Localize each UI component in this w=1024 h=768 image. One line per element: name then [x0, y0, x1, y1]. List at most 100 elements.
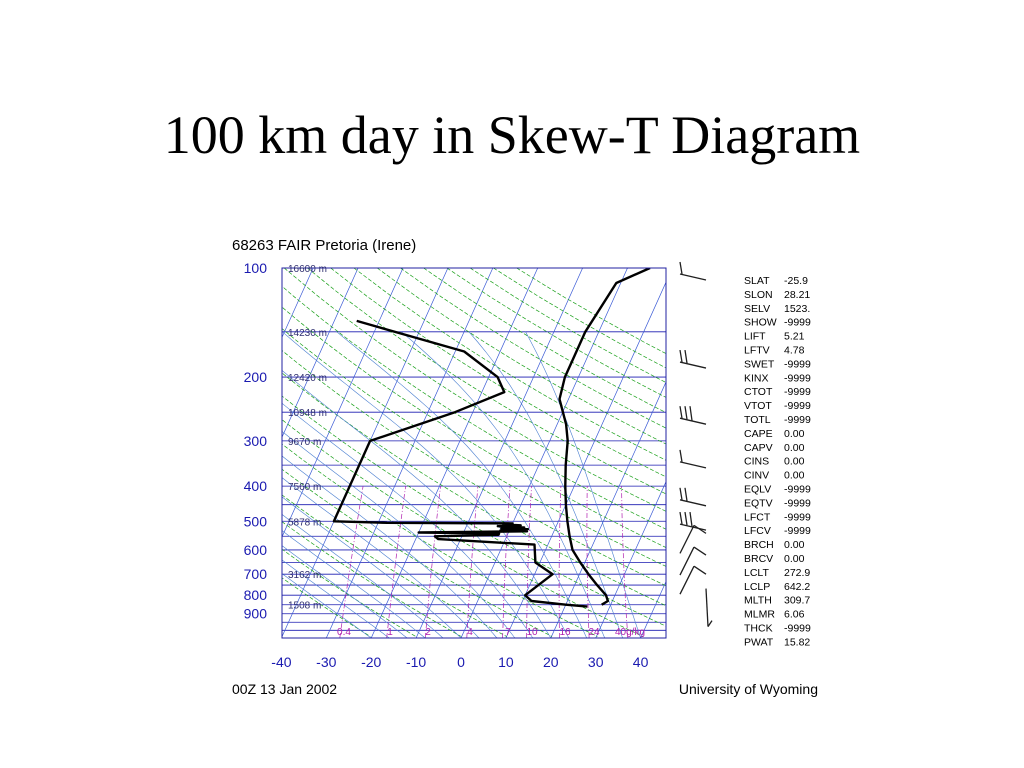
height-labels: 16600 m 14230 m 12420 m 10948 m 9670 m 7560 m…	[288, 264, 327, 612]
isotherm-line	[102, 268, 268, 638]
pressure-label: 300	[244, 433, 268, 449]
dry-adiabat-line	[282, 306, 666, 548]
isotherm-line	[282, 268, 404, 538]
pressure-axis: 100 200 300 400 500 600 700 800 900	[244, 260, 268, 622]
temperature-label: 10	[498, 654, 514, 670]
dry-adiabat-line	[353, 268, 666, 461]
dry-adiabat-line	[282, 372, 666, 607]
pressure-label: 700	[244, 566, 268, 582]
temperature-label: -20	[361, 654, 381, 670]
temperature-label: -30	[316, 654, 336, 670]
wind-barb-flag	[684, 511, 688, 526]
moist-adiabat-line	[282, 402, 534, 638]
dry-adiabat-line	[282, 395, 666, 627]
index-value: 0.00	[784, 553, 805, 565]
index-name: BRCV	[744, 553, 773, 565]
index-name: THCK	[744, 623, 773, 635]
index-name: LIFT	[744, 331, 766, 343]
index-value: -9999	[784, 623, 811, 635]
index-value: -9999	[784, 386, 811, 398]
index-name: KINX	[744, 372, 769, 384]
isotherm-line	[505, 281, 666, 638]
wind-barb-flag	[689, 406, 693, 421]
mixing-ratio-label: 10	[526, 627, 538, 638]
mixing-ratio-label: 1	[387, 627, 393, 638]
moist-adiabat-line	[282, 530, 426, 638]
pressure-label: 800	[244, 587, 268, 603]
mixing-ratio-label: 4	[467, 627, 473, 638]
height-label: 10948 m	[288, 408, 327, 419]
wind-barb	[679, 273, 707, 281]
index-name: SLAT	[744, 275, 770, 287]
dry-adiabat-line	[330, 268, 666, 478]
dewpoint-profile	[332, 319, 588, 608]
moist-adiabat-line	[282, 514, 444, 638]
dry-adiabat-line	[282, 494, 507, 637]
index-value: -9999	[784, 358, 811, 370]
index-name: LCLP	[744, 581, 770, 593]
wind-barb-flag	[693, 524, 707, 534]
index-value: -9999	[784, 511, 811, 523]
temperature-label: 30	[588, 654, 604, 670]
temperature-label: 20	[543, 654, 559, 670]
dry-adiabat-line	[283, 268, 666, 512]
dry-adiabat-line	[282, 548, 416, 637]
isotherm-line	[325, 268, 494, 638]
date-label: 00Z 13 Jan 2002	[232, 681, 337, 697]
index-value: 6.06	[784, 609, 805, 621]
index-value: 1523.	[784, 303, 810, 315]
height-label: 5878 m	[288, 517, 321, 528]
mixing-ratio-line	[502, 486, 511, 638]
moist-adiabat-line	[282, 559, 390, 638]
index-name: CINV	[744, 470, 769, 482]
mixing-ratio-label: 2	[425, 627, 431, 638]
moist-adiabat-line	[282, 455, 498, 638]
index-value: -9999	[784, 400, 811, 412]
isotherm-line	[595, 480, 666, 638]
source-label: University of Wyoming	[679, 681, 818, 697]
dry-adiabat-line	[282, 577, 371, 637]
wind-barb	[679, 417, 707, 425]
temperature-label: -40	[271, 654, 291, 670]
height-label: 3162 m	[288, 570, 321, 581]
mixing-ratio-labels: 0.4 1 2 4 7 10 16 24 40g/kg	[337, 627, 645, 638]
temperature-label: -10	[406, 654, 426, 670]
wind-barb-flag	[684, 349, 688, 364]
mixing-ratio-line	[621, 486, 629, 638]
index-name: TOTL	[744, 414, 771, 426]
moist-adiabat-line	[401, 331, 605, 638]
wind-barb-flag	[693, 565, 707, 575]
height-label: 7560 m	[288, 482, 321, 493]
index-name: LCLT	[744, 567, 769, 579]
moist-adiabat-line	[336, 331, 587, 638]
wind-barb-flag	[679, 487, 683, 500]
station-title: 68263 FAIR Pretoria (Irene)	[232, 237, 416, 254]
moist-adiabat-line	[282, 369, 552, 638]
height-label: 9670 m	[288, 437, 321, 448]
index-name: SLON	[744, 289, 773, 301]
wind-barb-flag	[693, 546, 707, 556]
wind-barb-flag	[689, 511, 693, 527]
isotherm-line	[370, 268, 539, 638]
mixing-ratio-line	[386, 486, 407, 638]
stability-indices: SLAT -25.9 SLON 28.21 SELV 1523. SHOW -9999 LIFT…	[744, 275, 811, 648]
index-name: LFCT	[744, 511, 771, 523]
index-value: 309.7	[784, 595, 810, 607]
wind-barb	[679, 565, 695, 595]
wind-barb-flag	[684, 487, 688, 502]
dry-adiabat-line	[282, 419, 643, 637]
index-value: -9999	[784, 372, 811, 384]
dry-adiabat-line	[376, 268, 666, 445]
pressure-label: 200	[244, 369, 268, 385]
isotherm-line	[282, 268, 359, 438]
index-value: -9999	[784, 484, 811, 496]
wind-barb-flag	[707, 620, 713, 627]
index-name: MLMR	[744, 609, 775, 621]
pressure-label: 900	[244, 606, 268, 622]
index-value: 15.82	[784, 636, 810, 648]
wind-barb-flag	[679, 349, 683, 363]
height-label: 16600 m	[288, 264, 327, 275]
wind-barb	[679, 525, 695, 554]
isotherm-line	[0, 268, 44, 638]
